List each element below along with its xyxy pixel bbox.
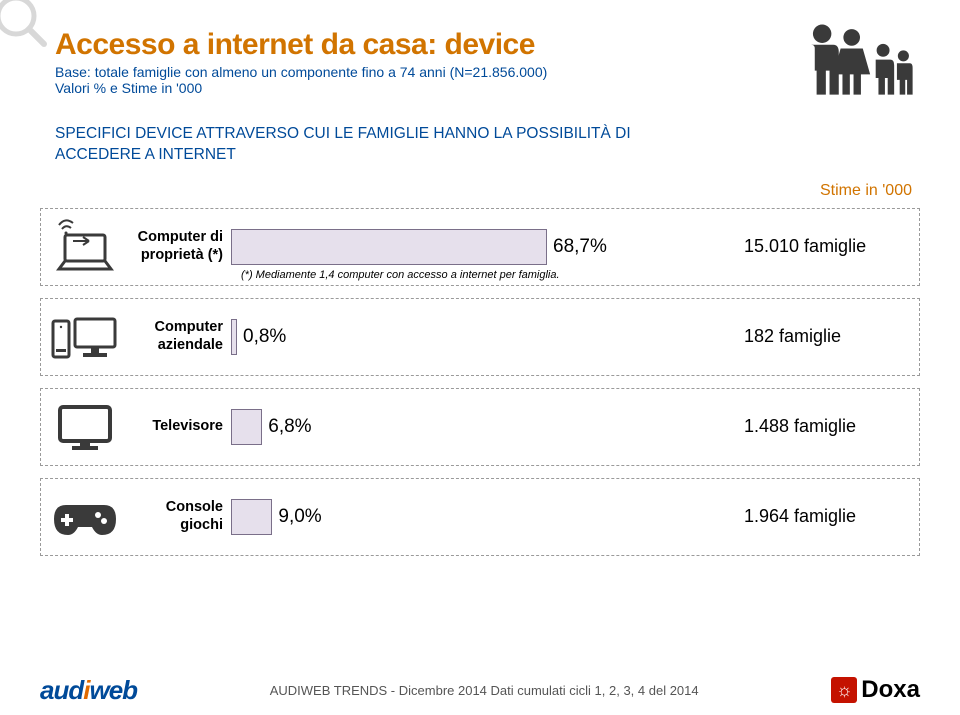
audiweb-logo-suffix: web [89,675,137,705]
footer-text: AUDIWEB TRENDS - Dicembre 2014 Dati cumu… [270,683,699,698]
device-label: Computer di proprietà (*) [121,229,231,264]
bar [231,229,547,265]
laptop-wifi-icon [49,217,121,277]
row-footnote: (*) Mediamente 1,4 computer con accesso … [241,269,560,281]
tv-icon [49,397,121,457]
bar-zone: 6,8% [231,389,744,465]
bar-zone: 0,8% [231,299,744,375]
device-label: Console giochi [121,499,231,534]
device-row: Console giochi 9,0% 1.964 famiglie [40,478,920,556]
bar [231,409,262,445]
row-right-value: 182 famiglie [744,326,919,347]
subtitle-line-1: Base: totale famiglie con almeno un comp… [55,64,920,80]
section-heading: SPECIFICI DEVICE ATTRAVERSO CUI LE FAMIG… [55,124,675,166]
desktop-monitor-icon [49,307,121,367]
footer: audiweb AUDIWEB TRENDS - Dicembre 2014 D… [0,665,960,715]
subtitle-line-2: Valori % e Stime in '000 [55,80,920,96]
bar-value: 68,7% [553,236,607,258]
audiweb-logo: audiweb [40,675,137,706]
bar-value: 0,8% [243,326,286,348]
bar-zone: 9,0% [231,479,744,555]
doxa-logo: ☼ Doxa [831,676,920,704]
device-rows: Computer di proprietà (*) 68,7% 15.010 fam… [40,208,920,556]
doxa-logo-text: Doxa [861,676,920,704]
stime-label: Stime in '000 [40,182,920,200]
row-right-value: 15.010 famiglie [744,236,919,257]
page-title: Accesso a internet da casa: device [55,28,920,62]
device-label: Televisore [121,418,231,435]
bar-value: 9,0% [278,506,321,528]
magnifier-icon [0,0,50,50]
device-label: Computer aziendale [121,319,231,354]
bar [231,319,237,355]
audiweb-logo-prefix: aud [40,675,83,705]
row-right-value: 1.964 famiglie [744,506,919,527]
bar [231,499,272,535]
doxa-logo-symbol: ☼ [831,677,857,703]
family-icon [800,18,920,103]
device-row: Computer aziendale 0,8% 182 famiglie [40,298,920,376]
gamepad-icon [49,487,121,547]
row-right-value: 1.488 famiglie [744,416,919,437]
bar-value: 6,8% [268,416,311,438]
device-row: Televisore 6,8% 1.488 famiglie [40,388,920,466]
device-row: Computer di proprietà (*) 68,7% 15.010 fam… [40,208,920,286]
